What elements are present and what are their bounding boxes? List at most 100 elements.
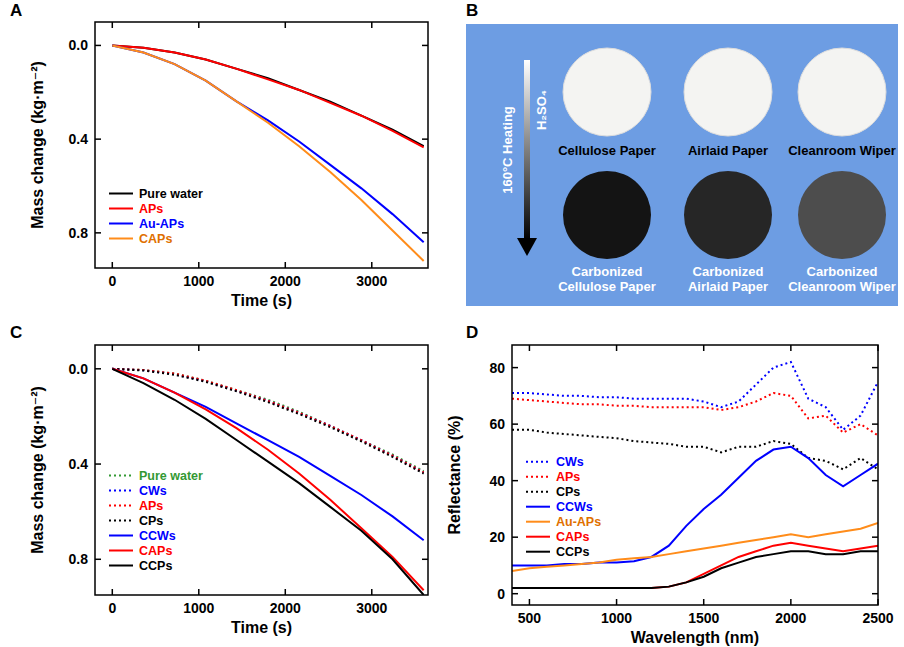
x-tick — [198, 589, 200, 595]
x-tick-top — [703, 345, 705, 351]
y-tick-label: 20 — [489, 529, 505, 545]
panel-letter: A — [10, 1, 22, 20]
y-tick-label: 60 — [489, 416, 505, 432]
x-tick-label: 500 — [518, 610, 542, 626]
y-tick-right — [872, 367, 878, 369]
legend-swatch — [109, 490, 133, 492]
label-line: Carbonized — [693, 264, 764, 279]
series-line — [512, 430, 878, 470]
y-tick-right — [872, 536, 878, 538]
series-line — [112, 45, 423, 147]
label-line: Airlaid Paper — [688, 279, 768, 294]
legend-swatch — [109, 193, 133, 195]
series-line — [112, 369, 423, 471]
legend-label: CAPs — [556, 530, 589, 544]
series-line — [112, 369, 423, 473]
figure: A01000200030000.00.40.8Time (s)Mass chan… — [0, 0, 904, 647]
legend-label: CCWs — [139, 529, 176, 543]
sample-after — [563, 171, 651, 259]
y-tick-label: 0.8 — [69, 551, 89, 567]
y-tick-label: 0.0 — [69, 37, 89, 53]
x-tick — [285, 589, 287, 595]
x-tick-top — [198, 345, 200, 351]
series-line — [112, 369, 423, 595]
x-tick — [371, 589, 373, 595]
x-tick — [790, 599, 792, 605]
y-tick — [512, 367, 518, 369]
legend-swatch — [109, 238, 133, 240]
legend-label: CWs — [139, 484, 167, 498]
y-axis-title: Mass change (kg·m⁻²) — [29, 61, 46, 229]
plot-frame — [512, 345, 878, 605]
legend-label: CCPs — [556, 545, 589, 559]
x-tick-label: 2000 — [270, 600, 301, 616]
sample-label: CarbonizedCellulose Paper — [558, 264, 656, 294]
series-line — [112, 45, 423, 146]
y-tick — [95, 463, 101, 465]
x-tick-label: 3000 — [356, 273, 387, 289]
series-line — [112, 45, 423, 242]
y-tick-label: 0.4 — [69, 456, 89, 472]
plot-lines — [112, 369, 423, 595]
legend-label: CWs — [556, 455, 584, 469]
panel-letter: C — [10, 323, 22, 342]
x-tick-label: 1000 — [183, 600, 214, 616]
series-line — [512, 543, 878, 588]
series-line — [112, 45, 423, 261]
y-tick-label: 0.0 — [69, 361, 89, 377]
legend-label: Au-APs — [556, 515, 601, 529]
y-tick-right — [872, 423, 878, 425]
x-tick-label: 1000 — [601, 610, 632, 626]
legend-swatch — [526, 461, 550, 463]
legend-swatch — [526, 476, 550, 478]
legend-swatch — [109, 520, 133, 522]
panel-a: A01000200030000.00.40.8Time (s)Mass chan… — [10, 1, 428, 309]
legend-swatch — [526, 521, 550, 523]
series-line — [512, 362, 878, 430]
legend-swatch — [109, 565, 133, 567]
series-line — [112, 369, 423, 473]
sample-before — [563, 48, 651, 136]
panel-letter: B — [466, 1, 478, 20]
x-tick-top — [112, 345, 114, 351]
legend-swatch — [109, 550, 133, 552]
y-tick-right — [422, 138, 428, 140]
x-tick-top — [198, 22, 200, 28]
legend-swatch — [526, 551, 550, 553]
panel-d: D5001000150020002500020406080Wavelength … — [446, 323, 894, 646]
y-axis-title: Mass change (kg·m⁻²) — [29, 386, 46, 554]
legend: Pure waterCWsAPsCPsCCWsCAPsCCPs — [109, 469, 203, 573]
legend-swatch — [109, 505, 133, 507]
x-tick-top — [371, 22, 373, 28]
sample-before — [798, 48, 886, 136]
photo-background — [466, 24, 898, 306]
legend: CWsAPsCPsCCWsAu-APsCAPsCCPs — [526, 455, 601, 559]
x-tick — [703, 599, 705, 605]
x-tick — [112, 262, 114, 268]
legend-label: APs — [139, 202, 163, 216]
panel-b: BH₂SO₄160°C HeatingCellulose PaperCarbon… — [466, 1, 898, 306]
x-tick — [198, 262, 200, 268]
sample-before — [684, 48, 772, 136]
legend-label: Au-APs — [139, 217, 184, 231]
y-tick-right — [422, 45, 428, 47]
y-tick-label: 80 — [489, 360, 505, 376]
x-tick-label: 0 — [108, 600, 116, 616]
x-tick-top — [112, 22, 114, 28]
x-tick-label: 2000 — [775, 610, 806, 626]
series-line — [112, 369, 423, 590]
y-tick-right — [872, 480, 878, 482]
legend-swatch — [526, 491, 550, 493]
x-tick-label: 1000 — [183, 273, 214, 289]
x-tick — [285, 262, 287, 268]
x-tick-label: 0 — [108, 273, 116, 289]
x-tick-label: 2500 — [862, 610, 893, 626]
y-tick — [512, 593, 518, 595]
legend-swatch — [109, 535, 133, 537]
x-tick — [112, 589, 114, 595]
sample-label: CarbonizedAirlaid Paper — [688, 264, 768, 294]
y-tick — [512, 480, 518, 482]
legend-label: APs — [556, 470, 580, 484]
y-tick-label: 40 — [489, 473, 505, 489]
x-tick-top — [616, 345, 618, 351]
